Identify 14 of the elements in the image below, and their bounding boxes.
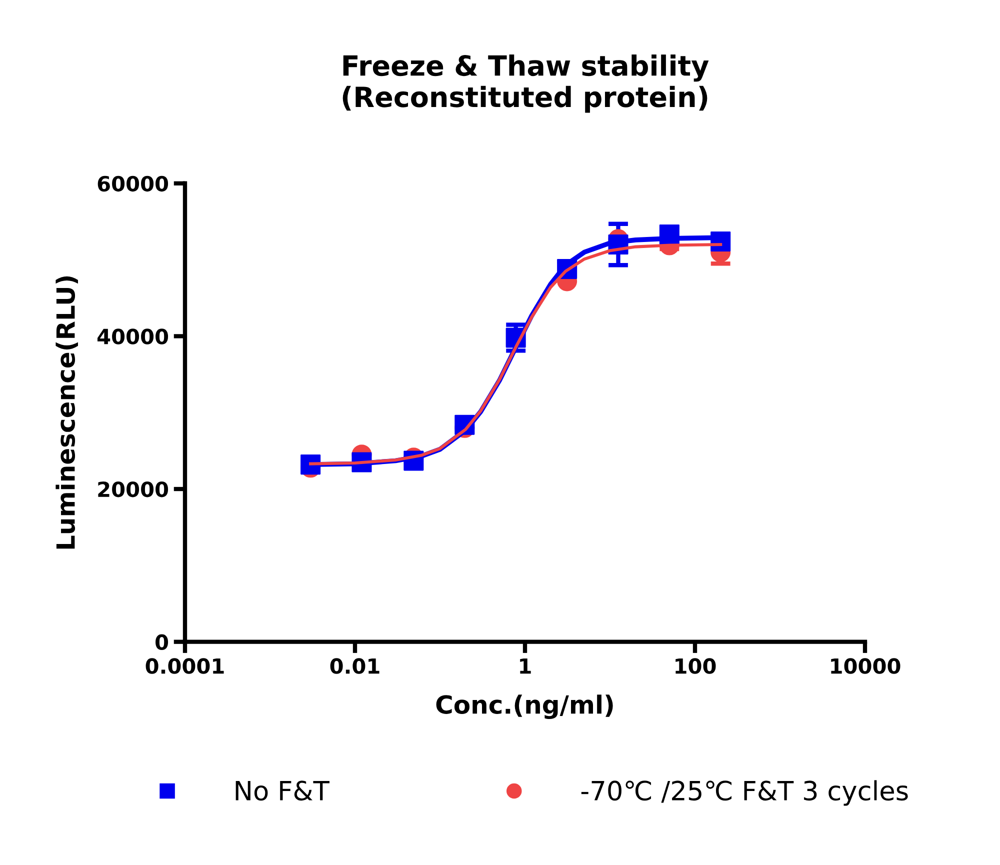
legend-label: -70℃ /25℃ F&T 3 cycles	[581, 780, 908, 806]
y-axis-title: Luminescence(RLU)	[56, 276, 78, 549]
x-tick-label: 0.0001	[146, 658, 224, 674]
x-tick-label: 0.01	[330, 658, 380, 674]
y-tick-label: 0	[156, 634, 168, 650]
y-tick-label: 40000	[97, 328, 168, 344]
y-tick-label: 60000	[98, 176, 168, 192]
x-tick-label: 10000	[831, 658, 900, 674]
x-axis-title: Conc.(ng/ml)	[436, 694, 613, 720]
chart-title: Freeze & Thaw stability (Reconstituted protein)	[342, 54, 709, 113]
x-tick-label: 1	[520, 658, 531, 674]
y-tick-label: 20000	[98, 481, 168, 498]
x-tick-label: 100	[676, 658, 716, 674]
legend-label: No F&T	[236, 780, 330, 801]
